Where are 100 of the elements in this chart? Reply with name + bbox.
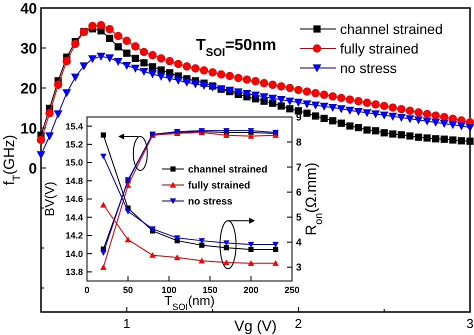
point (122, 62, 132, 70)
y-tick-label: 15.4 (65, 121, 83, 132)
point (100, 154, 107, 160)
legend-label: channel strained (188, 164, 268, 176)
point (431, 118, 440, 127)
point (191, 64, 200, 73)
point (440, 136, 448, 143)
point (131, 42, 140, 51)
point (80, 62, 88, 70)
point (36, 151, 46, 160)
point (54, 110, 62, 118)
point (268, 94, 277, 103)
point (320, 102, 328, 111)
point (328, 104, 338, 112)
point (248, 260, 254, 266)
point (149, 252, 156, 258)
point (440, 120, 449, 128)
x-tick-label: 2 (294, 316, 302, 331)
point (302, 87, 312, 96)
point (156, 54, 166, 63)
point (432, 135, 440, 142)
point (71, 40, 80, 48)
point (362, 109, 372, 118)
point (174, 60, 182, 68)
point (458, 137, 466, 144)
point (166, 57, 174, 66)
point (223, 259, 230, 266)
point (88, 22, 97, 30)
point (388, 112, 398, 121)
point (372, 127, 380, 134)
point (328, 92, 337, 101)
point (45, 132, 54, 140)
x-tick-label: 1 (123, 316, 130, 331)
point (198, 238, 205, 244)
point (62, 57, 71, 66)
point (294, 98, 303, 107)
point (114, 32, 122, 40)
point (278, 102, 285, 110)
point (388, 103, 397, 112)
point (248, 133, 254, 139)
point (248, 242, 254, 248)
point (294, 107, 302, 114)
point (466, 138, 474, 145)
y-tick-label: 20 (20, 80, 37, 98)
y-tick-label: 15.2 (65, 139, 83, 150)
y-tick-label: 14.0 (65, 248, 83, 259)
point (124, 182, 132, 188)
point (397, 105, 406, 114)
point (45, 109, 54, 118)
point (88, 55, 97, 64)
y2-tick-label: 3 (296, 262, 302, 274)
point (457, 122, 466, 130)
x-axis-title: Vg (V) (234, 318, 277, 335)
point (414, 108, 423, 117)
x-tick-label: 0 (84, 285, 90, 295)
point (165, 74, 174, 83)
point (96, 52, 106, 61)
point (96, 21, 106, 30)
point (276, 96, 286, 104)
point (311, 102, 320, 110)
y-tick-label: 30 (20, 40, 37, 58)
point (371, 100, 380, 109)
legend-label: fully strained (188, 180, 250, 192)
annotation: T$_{SOI}$=50nm (196, 37, 276, 59)
point (124, 236, 132, 242)
y-tick-label: 0 (28, 160, 37, 178)
point (303, 110, 311, 117)
point (242, 90, 252, 98)
point (272, 260, 279, 266)
point (406, 115, 414, 124)
point (414, 116, 423, 124)
point (124, 208, 132, 215)
point (346, 95, 354, 104)
point (363, 126, 371, 134)
point (269, 100, 276, 107)
point (406, 132, 414, 140)
y2-tick-label: 5 (296, 212, 302, 224)
x-axis-title: T$_{SOI}$(nm) (164, 293, 215, 312)
point (223, 240, 230, 246)
point (286, 84, 294, 92)
point (199, 242, 204, 248)
y2-tick-label: 4 (296, 238, 302, 249)
point (106, 25, 114, 34)
y2-tick-label: 8 (296, 138, 302, 149)
point (312, 112, 320, 120)
point (311, 89, 320, 98)
point (114, 58, 123, 66)
point (432, 111, 440, 120)
point (140, 48, 148, 56)
point (62, 89, 72, 98)
y-tick-label: 14.6 (65, 194, 83, 204)
point (260, 79, 268, 88)
point (148, 70, 157, 78)
point (234, 88, 243, 96)
y-tick-label: 13.8 (65, 267, 83, 278)
y-tick-label: 40 (20, 0, 37, 18)
legend-label: no stress (188, 196, 233, 208)
y2-tick-label: 9 (296, 112, 302, 124)
point (362, 98, 372, 107)
point (132, 54, 139, 62)
